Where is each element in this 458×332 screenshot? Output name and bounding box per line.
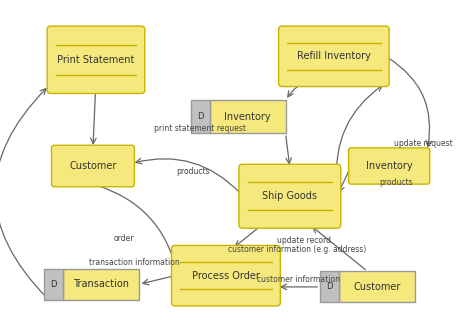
FancyBboxPatch shape [349,148,430,184]
FancyBboxPatch shape [47,26,145,94]
Text: Customer: Customer [354,282,401,292]
Bar [63,269,139,300]
Text: D: D [197,112,203,121]
Bar [44,269,63,300]
Bar [191,100,209,133]
Text: customer information (e.g. address): customer information (e.g. address) [228,245,366,254]
Text: order: order [114,234,134,243]
Text: Inventory: Inventory [224,112,271,122]
Bar [320,271,339,302]
FancyBboxPatch shape [51,145,134,187]
Text: Inventory: Inventory [366,161,413,171]
Text: update request: update request [394,139,453,148]
Text: products: products [379,178,412,187]
Text: Ship Goods: Ship Goods [262,191,317,201]
Text: D: D [326,283,333,291]
FancyBboxPatch shape [172,245,280,306]
Text: Refill Inventory: Refill Inventory [297,51,371,61]
Text: customer information: customer information [257,276,340,285]
Text: print statement request: print statement request [154,124,246,132]
FancyBboxPatch shape [278,26,389,87]
Bar [339,271,415,302]
Text: Print Statement: Print Statement [57,55,135,65]
Text: update record: update record [277,236,331,245]
Text: D: D [50,280,56,289]
Text: Process Order: Process Order [192,271,260,281]
Text: Transaction: Transaction [73,279,129,289]
Text: Customer: Customer [69,161,117,171]
Text: products: products [176,167,210,176]
FancyBboxPatch shape [239,164,341,228]
Text: transaction information: transaction information [89,258,180,267]
Bar [209,100,285,133]
